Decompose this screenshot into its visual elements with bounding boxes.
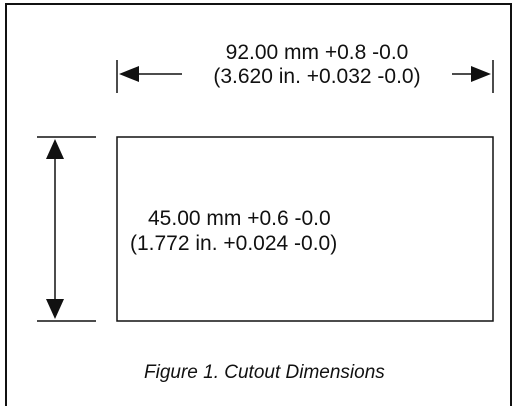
- figure-frame: [5, 3, 512, 406]
- width-arrowhead-right: [471, 66, 491, 82]
- width-arrowhead-left: [119, 66, 139, 82]
- height-imperial-label: (1.772 in. +0.024 -0.0): [130, 232, 337, 255]
- cutout-rectangle: [116, 136, 494, 322]
- height-arrowhead-top: [46, 139, 64, 159]
- height-arrowhead-bottom: [46, 299, 64, 319]
- height-metric-label: 45.00 mm +0.6 -0.0: [148, 207, 331, 230]
- width-metric-label: 92.00 mm +0.8 -0.0: [226, 41, 409, 64]
- width-imperial-label: (3.620 in. +0.032 -0.0): [213, 65, 420, 88]
- figure-caption: Figure 1. Cutout Dimensions: [144, 362, 385, 383]
